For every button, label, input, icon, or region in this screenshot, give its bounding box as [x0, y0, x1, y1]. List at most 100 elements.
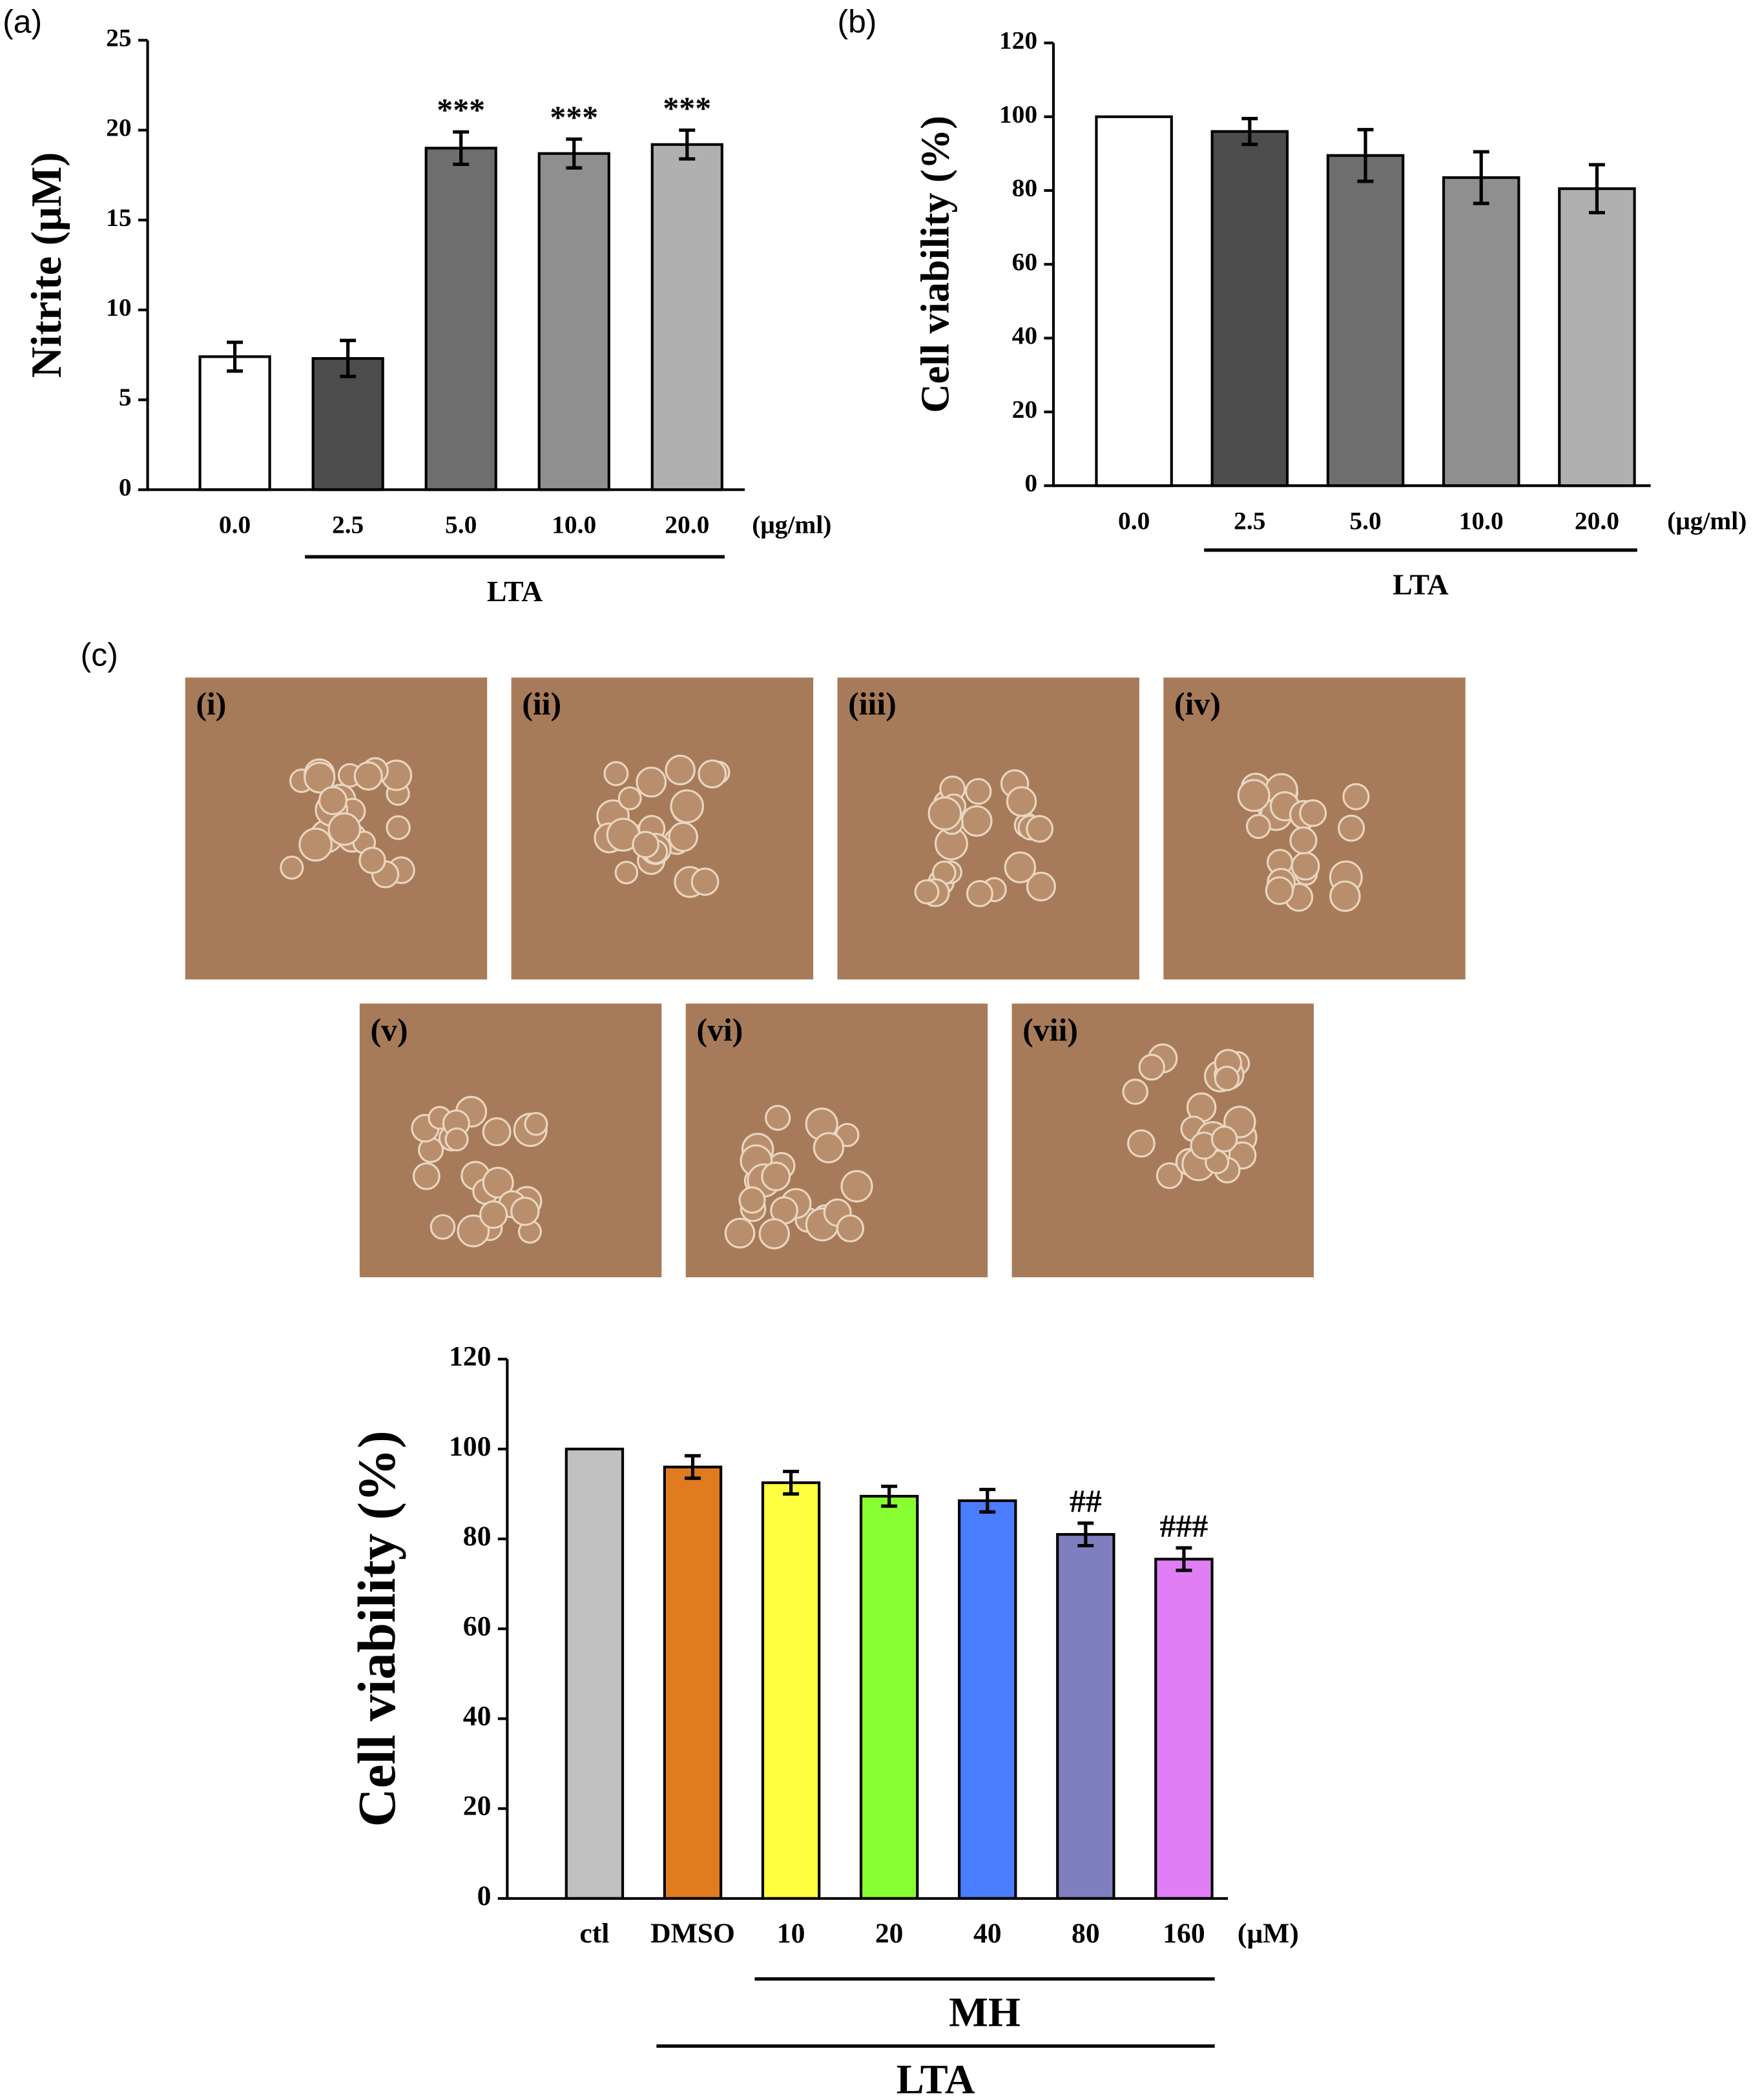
error-bar [1588, 163, 1605, 214]
y-axis-label: Cell viability (%) [913, 116, 958, 413]
cell [318, 786, 347, 816]
y-tick-label: 15 [106, 203, 131, 232]
cell [298, 827, 333, 862]
error-bar [1473, 150, 1489, 205]
cell [1214, 1065, 1240, 1091]
cell [698, 759, 727, 788]
x-tick-label: 5.0 [445, 511, 477, 539]
cell [1006, 786, 1037, 817]
y-axis-label: Cell viability (%) [347, 1430, 406, 1827]
annotation: ### [1160, 1508, 1208, 1543]
annotation: *** [663, 90, 711, 126]
bar [311, 357, 384, 491]
cell [960, 805, 993, 837]
cell [1004, 851, 1037, 883]
group-label: LTA [1393, 568, 1448, 601]
micrograph-label: (vi) [696, 1012, 743, 1047]
y-tick-label: 10 [106, 293, 131, 322]
bar [1326, 154, 1405, 488]
error-bar [783, 1470, 800, 1496]
cell [430, 1214, 456, 1240]
bar [1442, 176, 1520, 488]
bar [424, 147, 497, 491]
unit-label: (μM) [1238, 1918, 1299, 1949]
cell [1245, 814, 1271, 839]
x-tick-label: 20.0 [1575, 506, 1619, 535]
micrograph-label: (v) [370, 1012, 408, 1047]
cell [636, 767, 667, 798]
y-tick-label: 0 [477, 1880, 492, 1911]
error-bar [685, 1454, 701, 1480]
cell [1026, 871, 1056, 901]
cell [668, 821, 698, 852]
y-tick-label: 0 [1024, 469, 1037, 497]
cell [1265, 876, 1294, 905]
cell [765, 1104, 791, 1131]
y-tick-label: 40 [1012, 322, 1037, 350]
group-label: MH [949, 1990, 1021, 2035]
bar [761, 1481, 821, 1900]
y-tick-label: 0 [119, 473, 132, 501]
bar [663, 1465, 723, 1900]
x-tick-label: 160 [1163, 1918, 1205, 1949]
cell [353, 761, 383, 791]
bar [1095, 115, 1173, 488]
cell [690, 867, 720, 896]
panel-label: (a) [3, 4, 42, 40]
micrograph: (vii) [1011, 1004, 1314, 1277]
cell [1127, 1129, 1156, 1158]
x-tick-label: 20 [875, 1918, 904, 1949]
cell [813, 1132, 845, 1164]
cell [758, 1218, 790, 1250]
cell [965, 777, 992, 805]
bar [198, 355, 271, 491]
bar [537, 152, 610, 491]
x-tick-label: 80 [1072, 1918, 1100, 1949]
cell [914, 879, 940, 905]
micrograph: (v) [359, 1004, 662, 1277]
panel-label: (c) [81, 637, 118, 673]
cell [412, 1162, 440, 1190]
group-label: LTA [897, 2056, 975, 2100]
y-tick-label: 100 [449, 1431, 491, 1462]
cell [1156, 1162, 1183, 1189]
error-bar [1357, 128, 1374, 183]
x-tick-label: 10.0 [552, 511, 596, 539]
error-bar [1241, 117, 1258, 147]
cell [482, 1117, 512, 1147]
cell [1026, 815, 1053, 843]
cell [482, 1166, 514, 1199]
y-axis-label: Nitrite (μM) [23, 152, 70, 378]
cell [670, 789, 704, 823]
micrograph: (iv) [1163, 677, 1466, 980]
bar [1210, 130, 1289, 488]
cell [632, 830, 659, 859]
micrograph: (iii) [837, 677, 1139, 980]
x-tick-label: 10 [777, 1918, 805, 1949]
unit-label: (μg/ml) [1667, 506, 1746, 535]
error-bar [340, 338, 357, 378]
cell [457, 1214, 490, 1248]
y-tick-label: 120 [999, 26, 1037, 55]
error-bar [1176, 1546, 1192, 1572]
cell [524, 1111, 548, 1136]
cell [761, 1161, 791, 1191]
bar [958, 1499, 1017, 1900]
y-tick-label: 40 [463, 1701, 492, 1732]
cell [358, 847, 386, 874]
y-tick-label: 60 [463, 1611, 492, 1642]
micrograph-label: (ii) [522, 686, 561, 721]
cell [1122, 1078, 1148, 1105]
cell [1210, 1126, 1238, 1153]
bar [565, 1447, 625, 1900]
cell [1329, 880, 1361, 912]
cell [1289, 826, 1318, 854]
x-tick-label: DMSO [650, 1918, 735, 1949]
error-bar [1077, 1521, 1094, 1548]
micrograph-label: (iv) [1174, 686, 1221, 721]
unit-label: (μg/ml) [752, 511, 831, 539]
cell [928, 796, 962, 831]
cell [665, 754, 696, 786]
